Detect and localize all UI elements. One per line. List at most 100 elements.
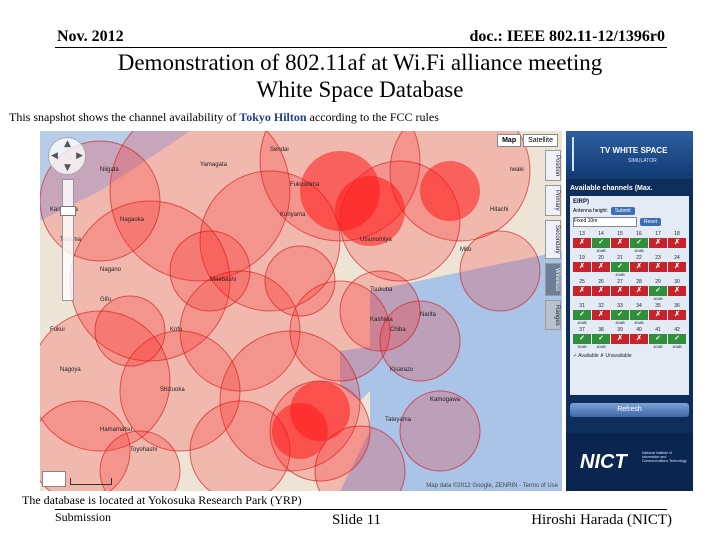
check-icon: ✓ xyxy=(611,310,629,320)
map-label: Maebashi xyxy=(210,277,236,283)
channel-number: 22 xyxy=(636,255,642,261)
channel-number: 26 xyxy=(598,279,604,285)
channel-eirp: 40dB xyxy=(615,272,625,277)
zoom-slider-handle[interactable] xyxy=(60,206,76,216)
map-label: Hamamatsu xyxy=(100,427,132,433)
channel-eirp xyxy=(630,344,648,350)
channel-number: 37 xyxy=(579,327,585,333)
cross-icon: ✗ xyxy=(630,286,648,296)
tab-ranges[interactable]: Ranges xyxy=(545,299,561,331)
map-label: Niigata xyxy=(100,167,119,173)
footer-submission: Submission xyxy=(55,510,112,524)
tab-wireless[interactable]: Wireless xyxy=(545,262,561,296)
channel-number: 36 xyxy=(674,303,680,309)
channel-number: 25 xyxy=(579,279,585,285)
map-label: Chiba xyxy=(390,327,406,333)
channel-number: 19 xyxy=(579,255,585,261)
channel-number: 27 xyxy=(617,279,623,285)
tab-primary[interactable]: Primary xyxy=(545,185,561,217)
tvws-panel: TV WHITE SPACE SIMULATOR Available chann… xyxy=(566,131,693,491)
channel-eirp xyxy=(630,296,648,302)
channel-35: 35 ✗ xyxy=(649,303,667,326)
channel-eirp: 40dB xyxy=(634,248,644,253)
antenna-row: Antenna height: Submit xyxy=(573,207,686,215)
submit-button[interactable]: Submit xyxy=(611,207,635,215)
channel-number: 16 xyxy=(636,231,642,237)
coverage-circle xyxy=(99,430,181,491)
coverage-core xyxy=(335,176,405,246)
refresh-button[interactable]: Refresh xyxy=(570,403,689,417)
channel-23: 23 ✗ xyxy=(649,255,667,278)
map-label: Gifu xyxy=(100,297,111,303)
tab-position[interactable]: Position xyxy=(545,150,561,182)
map-type-control: Map Satellite xyxy=(497,134,558,147)
channel-28: 28 ✗ xyxy=(630,279,648,302)
map-label: Koriyama xyxy=(280,212,306,218)
caption: This snapshot shows the channel availabi… xyxy=(9,110,439,125)
channel-15: 15 ✗ xyxy=(611,231,629,254)
pan-control[interactable]: ▲ ▼ ◀ ▶ xyxy=(48,137,86,175)
coverage-circles xyxy=(40,131,541,491)
channel-eirp: 40dB xyxy=(615,320,625,325)
pan-right-icon[interactable]: ▶ xyxy=(76,151,83,161)
channel-grid: 13 ✗ 14 ✓ 40dB 15 ✗ 16 ✓ 40dB 17 ✗ 18 ✗ 19 ✗ 20 ✗ 21 ✓ 40dB 2… xyxy=(573,231,686,350)
cross-icon: ✗ xyxy=(668,238,686,248)
channel-37: 37 ✓ 40dB xyxy=(573,327,591,350)
map-label: Shizuoka xyxy=(160,387,185,393)
coverage-circle xyxy=(40,400,131,491)
channel-number: 40 xyxy=(636,327,642,333)
map-label: Hitachi xyxy=(490,207,508,213)
zoom-slider[interactable] xyxy=(60,179,76,301)
channel-eirp: 40dB xyxy=(596,344,606,349)
map-label: Nagano xyxy=(100,267,122,273)
nict-footer: NICT National Institute of Information a… xyxy=(566,433,693,491)
channel-33: 33 ✓ 40dB xyxy=(611,303,629,326)
cross-icon: ✗ xyxy=(649,310,667,320)
side-tabs: Position Primary Secondary Wireless Rang… xyxy=(545,150,561,334)
tab-secondary[interactable]: Secondary xyxy=(545,220,561,259)
coverage-map[interactable]: Sendai Yamagata Niigata Fukushima Koriyama Na… xyxy=(40,131,562,491)
coverage-core xyxy=(420,161,480,221)
footer-author: Hiroshi Harada (NICT) xyxy=(531,512,672,528)
check-icon: ✓ xyxy=(611,262,629,272)
cross-icon: ✗ xyxy=(573,286,591,296)
header-date: Nov. 2012 xyxy=(57,28,124,45)
ocean-area xyxy=(340,251,562,491)
channel-number: 39 xyxy=(617,327,623,333)
channel-number: 35 xyxy=(655,303,661,309)
coverage-circle xyxy=(40,310,171,452)
reset-button[interactable]: Reset xyxy=(640,218,662,226)
pan-up-icon[interactable]: ▲ xyxy=(64,139,71,149)
cross-icon: ✗ xyxy=(573,238,591,248)
cross-icon: ✗ xyxy=(611,334,629,344)
antenna-height-select[interactable]: Fixed 10m xyxy=(573,217,637,227)
check-icon: ✓ xyxy=(649,286,667,296)
antenna-icon xyxy=(572,137,600,171)
map-type-satellite-button[interactable]: Satellite xyxy=(523,134,558,147)
map-label: Kisarazu xyxy=(390,367,413,373)
channel-number: 14 xyxy=(598,231,604,237)
map-scale xyxy=(70,478,112,485)
map-label: Nagoya xyxy=(60,367,81,373)
pan-left-icon[interactable]: ◀ xyxy=(51,151,58,161)
channel-25: 25 ✗ xyxy=(573,279,591,302)
channel-eirp: 40dB xyxy=(634,320,644,325)
channel-number: 20 xyxy=(598,255,604,261)
channel-eirp: 40dB xyxy=(653,344,663,349)
map-label: Kamogawa xyxy=(430,397,461,403)
channel-26: 26 ✗ xyxy=(592,279,610,302)
map-label: Toyohashi xyxy=(130,447,157,453)
available-channels-title: Available channels (Max. xyxy=(570,185,653,192)
cross-icon: ✗ xyxy=(592,286,610,296)
map-type-map-button[interactable]: Map xyxy=(497,134,522,147)
channel-eirp xyxy=(573,296,591,302)
channel-40: 40 ✗ xyxy=(630,327,648,350)
cross-icon: ✗ xyxy=(592,262,610,272)
channel-22: 22 ✗ xyxy=(630,255,648,278)
channel-31: 31 ✓ 40dB xyxy=(573,303,591,326)
map-label: Kofu xyxy=(170,327,182,333)
pan-down-icon[interactable]: ▼ xyxy=(64,163,71,173)
channel-34: 34 ✓ 40dB xyxy=(630,303,648,326)
channel-eirp: 40dB xyxy=(577,320,587,325)
cross-icon: ✗ xyxy=(649,238,667,248)
